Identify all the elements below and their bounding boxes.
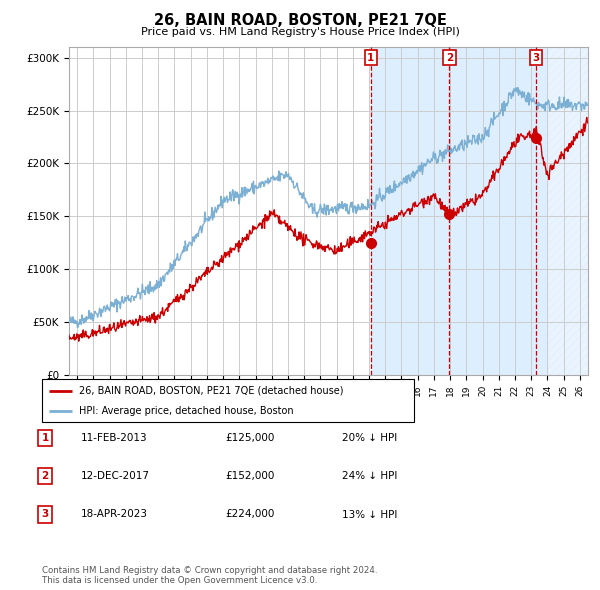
- Text: £152,000: £152,000: [225, 471, 274, 481]
- Text: 1: 1: [367, 53, 374, 63]
- Text: 18-APR-2023: 18-APR-2023: [81, 510, 148, 519]
- Text: Contains HM Land Registry data © Crown copyright and database right 2024.
This d: Contains HM Land Registry data © Crown c…: [42, 566, 377, 585]
- Text: 20% ↓ HPI: 20% ↓ HPI: [342, 433, 397, 442]
- Text: 24% ↓ HPI: 24% ↓ HPI: [342, 471, 397, 481]
- Text: Price paid vs. HM Land Registry's House Price Index (HPI): Price paid vs. HM Land Registry's House …: [140, 27, 460, 37]
- Text: £224,000: £224,000: [225, 510, 274, 519]
- Text: 11-FEB-2013: 11-FEB-2013: [81, 433, 148, 442]
- Text: 2: 2: [41, 471, 49, 481]
- Text: £125,000: £125,000: [225, 433, 274, 442]
- Text: 13% ↓ HPI: 13% ↓ HPI: [342, 510, 397, 519]
- Text: 1: 1: [41, 433, 49, 442]
- Text: HPI: Average price, detached house, Boston: HPI: Average price, detached house, Bost…: [79, 407, 294, 416]
- Text: 3: 3: [532, 53, 540, 63]
- Text: 26, BAIN ROAD, BOSTON, PE21 7QE: 26, BAIN ROAD, BOSTON, PE21 7QE: [154, 13, 446, 28]
- Bar: [371, 47, 547, 375]
- Bar: [547, 47, 588, 375]
- Text: 3: 3: [41, 510, 49, 519]
- FancyBboxPatch shape: [42, 379, 414, 422]
- Text: 12-DEC-2017: 12-DEC-2017: [81, 471, 150, 481]
- Text: 2: 2: [446, 53, 453, 63]
- Text: 26, BAIN ROAD, BOSTON, PE21 7QE (detached house): 26, BAIN ROAD, BOSTON, PE21 7QE (detache…: [79, 386, 344, 396]
